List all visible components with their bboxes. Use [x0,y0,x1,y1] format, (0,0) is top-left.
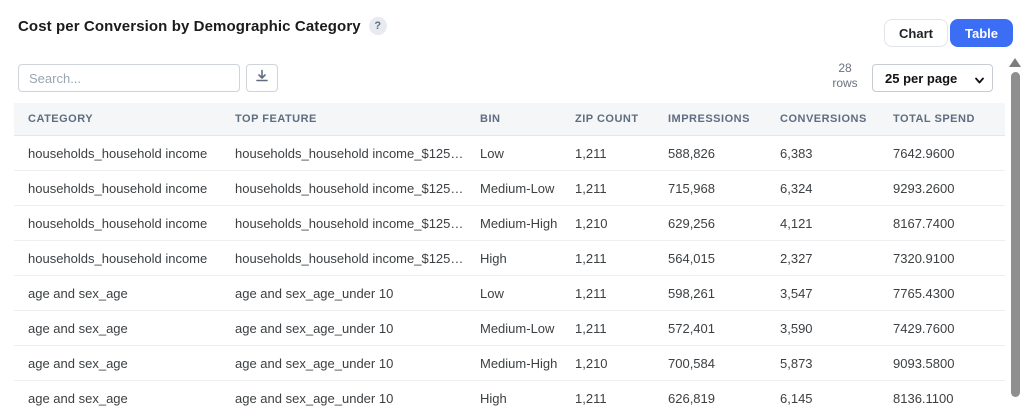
table-cell: 700,584 [668,356,715,371]
table-cell: households_household income [28,181,208,196]
table-row: households_household income households_ho… [14,206,1005,241]
column-header[interactable]: IMPRESSIONS [668,113,750,125]
search-input[interactable] [18,64,240,92]
table-cell: age and sex_age [28,391,128,406]
table-row: age and sex_age age and sex_age_under 10 H… [14,381,1005,414]
page-size-select[interactable]: 25 per page [872,64,993,92]
table-cell: High [480,251,507,266]
table-cell: age and sex_age_under 10 [235,356,394,371]
table-cell: Low [480,146,504,161]
table-cell: 715,968 [668,181,715,196]
table-cell: age and sex_age [28,286,128,301]
table-cell: Medium-High [480,216,558,231]
table-cell: 598,261 [668,286,715,301]
table-row: households_household income households_ho… [14,171,1005,206]
table-cell: Low [480,286,504,301]
table-cell: 7765.4300 [893,286,955,301]
data-table: CATEGORY TOP FEATURE BIN ZIP COUNT IMPRESSIO… [14,103,1005,414]
table-cell: 5,873 [780,356,813,371]
column-header[interactable]: CATEGORY [28,113,94,125]
table-cell: Medium-High [480,356,558,371]
table-cell: age and sex_age_under 10 [235,286,394,301]
column-header[interactable]: TOTAL SPEND [893,113,975,125]
scroll-up-arrow-icon[interactable] [1009,58,1021,67]
column-header[interactable]: TOP FEATURE [235,113,317,125]
table-body: households_household income households_ho… [14,136,1005,414]
table-cell: 1,211 [575,391,607,406]
chart-view-button[interactable]: Chart [884,19,948,47]
table-cell: 3,547 [780,286,813,301]
table-view-button[interactable]: Table [950,19,1013,47]
table-header-row: CATEGORY TOP FEATURE BIN ZIP COUNT IMPRESSIO… [14,103,1005,136]
rows-count: 28 rows [826,61,864,91]
table-cell: 6,383 [780,146,813,161]
table-row: age and sex_age age and sex_age_under 10 M… [14,346,1005,381]
table-cell: 8167.7400 [893,216,955,231]
table-cell: 9293.2600 [893,181,955,196]
table-cell: 1,211 [575,146,607,161]
table-cell: 9093.5800 [893,356,955,371]
table-cell: 7642.9600 [893,146,955,161]
table-cell: 8136.1100 [893,391,954,406]
table-cell: age and sex_age_under 10 [235,321,394,336]
table-cell: 4,121 [780,216,813,231]
table-cell: age and sex_age_under 10 [235,391,394,406]
table-cell: 6,324 [780,181,813,196]
table-cell: households_household income [28,216,208,231]
table-cell: 588,826 [668,146,715,161]
page-size-control: 25 per page [872,64,993,92]
table-cell: households_household income_$125,… [235,216,466,231]
view-toggle: Chart Table [884,19,1013,47]
table-cell: age and sex_age [28,356,128,371]
table-cell: Medium-Low [480,321,555,336]
download-button[interactable] [246,64,278,92]
table-cell: households_household income_$125,… [235,181,466,196]
table-cell: 3,590 [780,321,813,336]
page-title: Cost per Conversion by Demographic Categ… [18,17,361,35]
table-row: households_household income households_ho… [14,241,1005,276]
column-header[interactable]: ZIP COUNT [575,113,639,125]
rows-count-number: 28 [838,61,852,75]
rows-count-label: rows [832,76,858,90]
table-cell: 1,211 [575,251,607,266]
scrollbar-thumb[interactable] [1010,72,1020,397]
table-cell: 572,401 [668,321,715,336]
table-cell: 1,211 [575,286,607,301]
column-header[interactable]: BIN [480,113,501,125]
table-cell: 6,145 [780,391,813,406]
table-cell: 1,210 [575,356,608,371]
download-icon [255,69,269,88]
table-cell: 7320.9100 [893,251,955,266]
table-cell: 1,210 [575,216,608,231]
table-cell: 1,211 [575,181,607,196]
table-cell: 2,327 [780,251,813,266]
table-cell: households_household income [28,251,208,266]
table-row: households_household income households_ho… [14,136,1005,171]
table-cell: 626,819 [668,391,715,406]
vertical-scrollbar [1008,58,1022,414]
column-header[interactable]: CONVERSIONS [780,113,867,125]
help-icon[interactable]: ? [368,17,387,35]
table-row: age and sex_age age and sex_age_under 10 L… [14,276,1005,311]
table-cell: High [480,391,507,406]
table-cell: age and sex_age [28,321,128,336]
table-cell: 1,211 [575,321,607,336]
table-row: age and sex_age age and sex_age_under 10 M… [14,311,1005,346]
table-cell: households_household income_$125,… [235,146,466,161]
table-cell: 629,256 [668,216,715,231]
title-row: Cost per Conversion by Demographic Categ… [18,17,387,35]
table-cell: 7429.7600 [893,321,955,336]
table-cell: households_household income [28,146,208,161]
table-cell: 564,015 [668,251,715,266]
table-cell: households_household income_$125,… [235,251,466,266]
table-cell: Medium-Low [480,181,555,196]
